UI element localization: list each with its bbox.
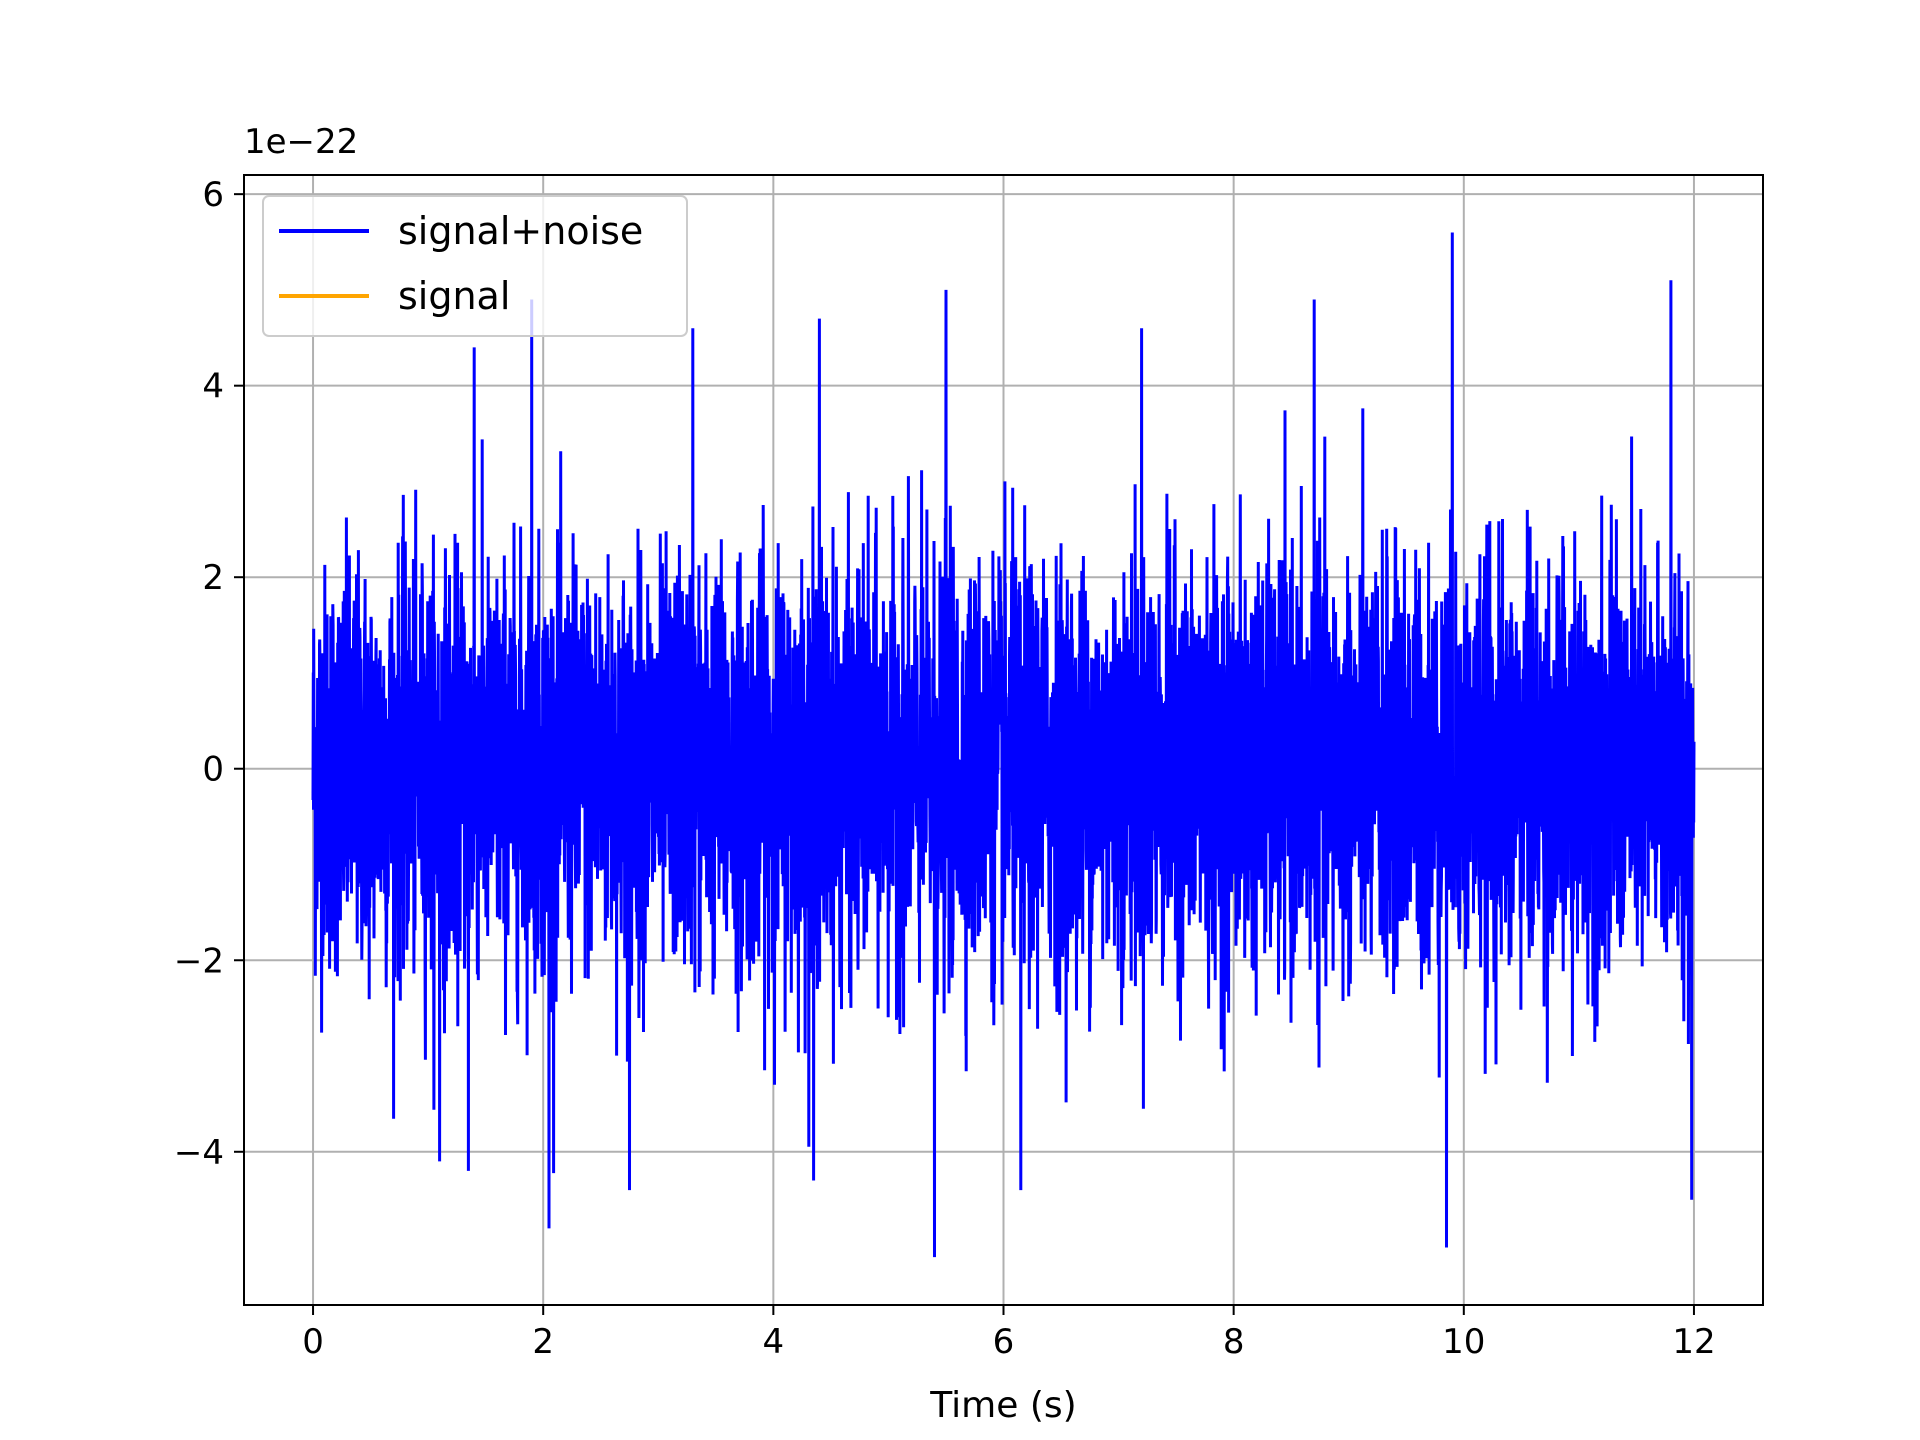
legend-label: signal+noise [398, 209, 643, 253]
legend-label: signal [398, 274, 510, 318]
x-tick-label: 10 [1442, 1322, 1485, 1362]
ticks: 0 2 4 6 8 10 12 −4 −2 0 2 4 6 [174, 175, 1716, 1362]
y-tick-label: −2 [174, 941, 224, 981]
y-tick-label: 2 [202, 558, 224, 598]
x-tick-label: 6 [993, 1322, 1015, 1362]
x-tick-label: 12 [1672, 1322, 1715, 1362]
x-tick-label: 0 [302, 1322, 324, 1362]
y-offset-text: 1e−22 [244, 122, 358, 162]
legend: signal+noise signal [262, 195, 688, 337]
plot-area [311, 232, 1696, 1258]
x-tick-label: 2 [532, 1322, 554, 1362]
y-tick-label: 6 [202, 175, 224, 215]
x-tick-label: 8 [1223, 1322, 1245, 1362]
series-signal-noise-line [311, 232, 1696, 1258]
x-tick-label: 4 [763, 1322, 785, 1362]
y-tick-label: −4 [174, 1133, 224, 1173]
x-axis-label: Time (s) [929, 1385, 1076, 1426]
y-tick-label: 0 [202, 750, 224, 790]
y-tick-label: 4 [202, 367, 224, 407]
